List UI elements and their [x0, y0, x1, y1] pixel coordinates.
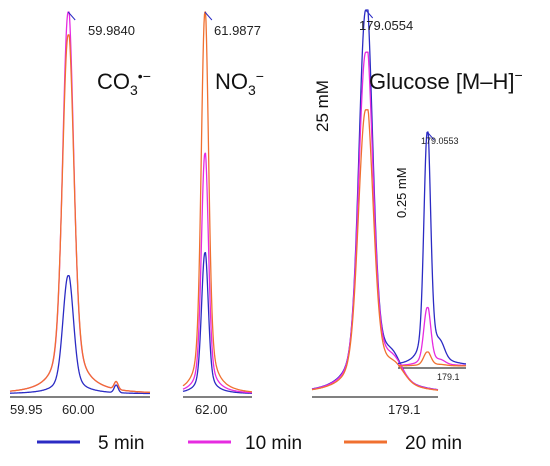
panel2-trace-10min — [182, 152, 253, 394]
peak-label-panel2: 61.9877 — [214, 23, 261, 38]
panel1-trace-20min — [9, 34, 151, 394]
legend-label-20min: 20 min — [405, 433, 462, 454]
panel3-trace-20min — [311, 109, 439, 391]
peak-label-panel3: 179.0554 — [359, 18, 413, 33]
peak-label-inset: 179.0553 — [421, 136, 459, 146]
spectrum-traces — [9, 9, 467, 395]
inset-trace-5min — [397, 131, 467, 365]
inset-trace-10min — [397, 306, 467, 367]
concentration-label-main: 25 mM — [313, 80, 332, 132]
peak-label-panel1: 59.9840 — [88, 23, 135, 38]
inset-peak-marker — [426, 131, 435, 141]
ion-label-carbonate: CO3•− — [97, 68, 151, 98]
tick-label-panel1-1: 59.95 — [10, 402, 43, 417]
ion-labels: CO3•− NO3− Glucose [M–H]− — [97, 67, 523, 98]
inset-trace-20min — [397, 351, 467, 367]
legend: 5 min 10 min 20 min — [37, 433, 462, 454]
peak-marks — [67, 9, 435, 141]
ion-label-nitrate: NO3− — [215, 68, 264, 98]
panel2-peak-marker — [204, 11, 213, 21]
panel3-peak-marker — [365, 9, 374, 19]
panel1-trace-5min — [9, 274, 151, 395]
tick-label-panel1-2: 60.00 — [62, 402, 95, 417]
panel2-trace-20min — [182, 11, 253, 393]
panel1-peak-marker — [67, 11, 76, 21]
peak-labels: 59.9840 61.9877 179.0554 179.0553 — [88, 18, 459, 146]
concentration-label-inset: 0.25 mM — [394, 167, 409, 218]
tick-labels: 59.95 60.00 62.00 179.1 179.1 — [10, 372, 460, 417]
axes — [10, 367, 466, 398]
tick-label-panel3-1: 179.1 — [388, 402, 421, 417]
legend-label-5min: 5 min — [98, 433, 144, 454]
tick-label-inset-1: 179.1 — [437, 372, 460, 382]
ion-label-glucose: Glucose [M–H]− — [369, 67, 523, 94]
panel2-trace-5min — [182, 252, 253, 394]
tick-label-panel2-1: 62.00 — [195, 402, 228, 417]
legend-label-10min: 10 min — [245, 433, 302, 454]
